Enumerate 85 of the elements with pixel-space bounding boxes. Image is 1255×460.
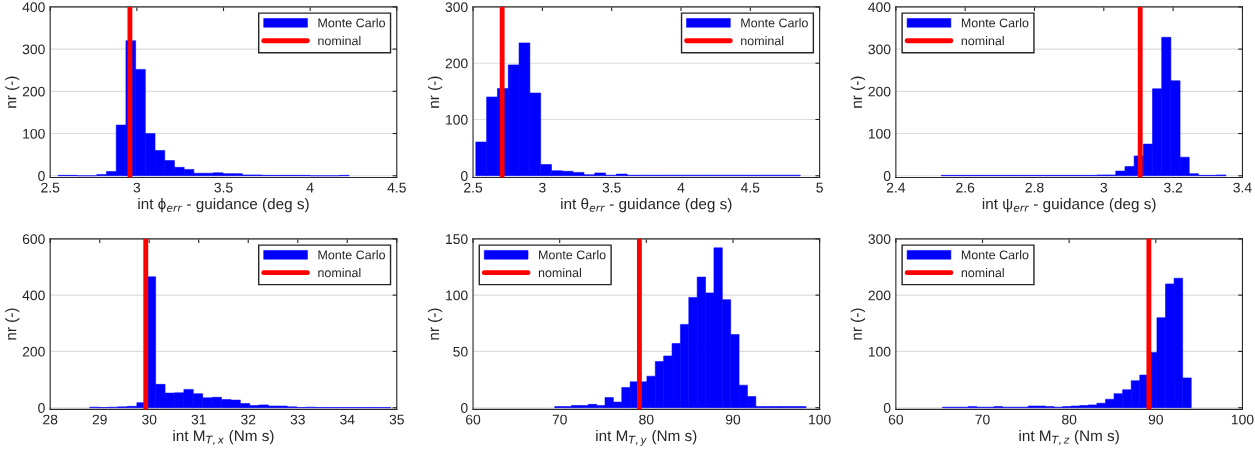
x-tick-label: 3.5 xyxy=(602,182,621,193)
y-tick-label: 200 xyxy=(868,86,891,97)
legend-label: nominal xyxy=(318,268,361,278)
x-tick-label: 5 xyxy=(816,182,823,193)
y-tick-label: 100 xyxy=(868,346,891,357)
x-axis-title: int ϕ$_{err}$ - guidance (deg s) xyxy=(138,198,309,213)
x-tick-label: 60 xyxy=(888,414,904,425)
legend-label: nominal xyxy=(538,268,581,278)
y-tick-label: 400 xyxy=(868,2,891,13)
x-tick-label: 4 xyxy=(306,182,314,193)
y-tick-label: 400 xyxy=(22,290,45,301)
y-tick-label: 300 xyxy=(868,234,891,245)
y-tick-label: 0 xyxy=(883,403,891,413)
y-tick-label: 0 xyxy=(38,171,45,181)
y-tick-label: 100 xyxy=(446,290,468,301)
legend-label: Monte Carlo xyxy=(318,250,386,260)
y-tick-label: 200 xyxy=(445,58,468,69)
x-tick-label: 4.5 xyxy=(740,182,760,193)
legend-label: Monte Carlo xyxy=(318,18,386,28)
legend-label: nominal xyxy=(741,36,784,46)
y-axis-title: nr (-) xyxy=(427,76,443,108)
x-tick-label: 33 xyxy=(290,414,305,425)
y-axis-title: nr (-) xyxy=(850,76,866,108)
legend-label: Monte Carlo xyxy=(961,18,1029,28)
x-tick-label: 35 xyxy=(389,414,404,425)
y-tick-label: 300 xyxy=(868,44,891,55)
x-tick-label: 4 xyxy=(677,182,685,193)
x-tick-label: 70 xyxy=(552,414,567,425)
x-tick-label: 28 xyxy=(43,414,58,425)
x-tick-label: 4.5 xyxy=(387,182,406,193)
y-axis-title: nr (-) xyxy=(5,76,20,108)
y-tick-label: 300 xyxy=(22,44,45,55)
y-tick-label: 100 xyxy=(446,114,468,125)
y-tick-label: 0 xyxy=(883,171,891,181)
x-tick-label: 2.5 xyxy=(41,182,60,193)
y-tick-label: 300 xyxy=(445,2,468,13)
y-tick-label: 0 xyxy=(460,403,468,413)
x-tick-label: 2.6 xyxy=(956,182,975,193)
x-tick-label: 60 xyxy=(466,414,481,425)
x-tick-label: 3.4 xyxy=(1233,182,1252,193)
x-tick-label: 70 xyxy=(975,414,990,425)
x-tick-label: 2.8 xyxy=(1025,182,1044,193)
x-tick-label: 90 xyxy=(1148,414,1163,425)
x-tick-label: 80 xyxy=(1062,414,1077,425)
y-tick-label: 50 xyxy=(453,346,468,357)
y-tick-label: 200 xyxy=(22,86,45,97)
y-axis-title: nr (-) xyxy=(427,308,443,340)
y-tick-label: 100 xyxy=(868,128,891,139)
x-tick-label: 3 xyxy=(539,182,546,193)
y-tick-label: 0 xyxy=(460,171,468,181)
x-tick-label: 32 xyxy=(241,414,256,425)
x-tick-label: 100 xyxy=(809,414,831,425)
y-tick-label: 200 xyxy=(868,290,891,301)
legend-label: Monte Carlo xyxy=(741,18,808,28)
x-axis-title: int θ$_{err}$ - guidance (deg s) xyxy=(561,198,732,213)
x-tick-label: 2.5 xyxy=(464,182,483,193)
x-tick-label: 3.2 xyxy=(1164,182,1183,193)
x-tick-label: 3 xyxy=(133,182,141,193)
legend-label: nominal xyxy=(961,268,1004,278)
x-tick-label: 30 xyxy=(142,414,157,425)
x-tick-label: 90 xyxy=(725,414,741,425)
legend-label: nominal xyxy=(318,36,361,46)
y-tick-label: 600 xyxy=(22,234,45,245)
y-axis-title: nr (-) xyxy=(850,308,866,340)
y-tick-label: 400 xyxy=(22,2,45,13)
y-tick-label: 0 xyxy=(38,403,45,413)
x-tick-label: 3.5 xyxy=(214,182,233,193)
y-axis-title: nr (-) xyxy=(5,308,20,340)
x-tick-label: 3 xyxy=(1100,182,1108,193)
x-axis-title: int M$_{T,x}$ (Nm s) xyxy=(173,429,274,445)
y-tick-label: 150 xyxy=(446,234,468,245)
x-axis-title: int M$_{T,z}$ (Nm s) xyxy=(1019,429,1119,445)
x-tick-label: 34 xyxy=(340,414,355,425)
x-tick-label: 100 xyxy=(1231,414,1254,425)
x-tick-label: 31 xyxy=(191,414,206,425)
x-axis-title: int M$_{T,y}$ (Nm s) xyxy=(596,429,697,446)
x-tick-label: 2.4 xyxy=(886,182,906,193)
legend-label: nominal xyxy=(961,36,1004,46)
y-tick-label: 100 xyxy=(23,128,45,139)
x-tick-label: 29 xyxy=(92,414,107,425)
x-axis-title: int ψ$_{err}$ - guidance (deg s) xyxy=(982,198,1156,213)
legend-label: Monte Carlo xyxy=(539,250,606,260)
y-tick-label: 200 xyxy=(22,346,45,357)
legend-label: Monte Carlo xyxy=(961,250,1029,260)
x-tick-label: 80 xyxy=(639,414,654,425)
